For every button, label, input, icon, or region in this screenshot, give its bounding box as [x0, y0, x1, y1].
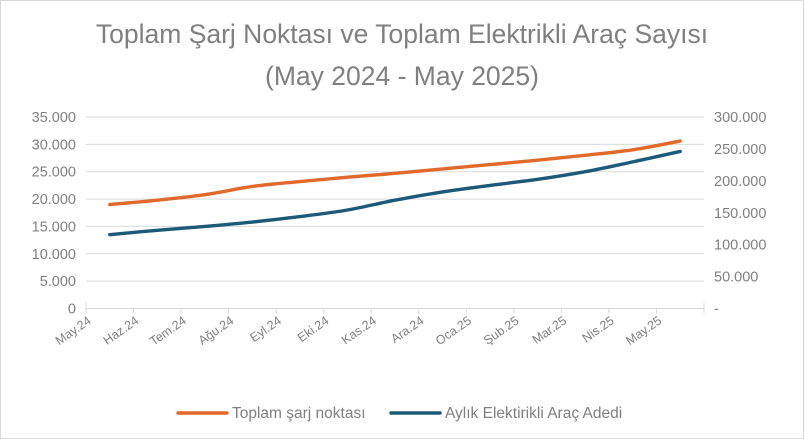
svg-text:250.000: 250.000 [714, 142, 766, 158]
svg-text:10.000: 10.000 [32, 247, 76, 263]
svg-text:Şub.25: Şub.25 [481, 313, 522, 347]
svg-text:20.000: 20.000 [32, 192, 76, 208]
svg-text:Nis.25: Nis.25 [580, 313, 617, 345]
svg-text:Oca.25: Oca.25 [433, 313, 474, 348]
svg-text:Eyl.24: Eyl.24 [247, 313, 284, 344]
svg-text:Kas.24: Kas.24 [339, 313, 379, 347]
svg-text:30.000: 30.000 [32, 137, 76, 153]
svg-text:Aylık Elektirikli Araç Adedi: Aylık Elektirikli Araç Adedi [445, 405, 622, 422]
svg-text:Ağu.24: Ağu.24 [196, 313, 237, 347]
svg-text:Ara.24: Ara.24 [388, 313, 426, 346]
svg-text:100.000: 100.000 [714, 238, 766, 254]
svg-text:5.000: 5.000 [40, 274, 76, 290]
svg-text:200.000: 200.000 [714, 174, 766, 190]
svg-text:May.24: May.24 [53, 313, 94, 347]
svg-text:-: - [714, 302, 719, 318]
svg-text:50.000: 50.000 [714, 270, 758, 286]
svg-text:0: 0 [68, 302, 76, 318]
svg-text:150.000: 150.000 [714, 206, 766, 222]
svg-text:Mar.25: Mar.25 [530, 313, 569, 346]
svg-text:Eki.24: Eki.24 [295, 313, 332, 344]
svg-text:35.000: 35.000 [32, 110, 76, 126]
svg-text:25.000: 25.000 [32, 165, 76, 181]
svg-text:May.25: May.25 [623, 313, 664, 347]
svg-text:300.000: 300.000 [714, 110, 766, 126]
svg-text:Tem.24: Tem.24 [147, 313, 189, 348]
svg-text:Toplam şarj noktası: Toplam şarj noktası [232, 405, 366, 422]
svg-text:15.000: 15.000 [32, 219, 76, 235]
svg-text:Haz.24: Haz.24 [101, 313, 142, 347]
